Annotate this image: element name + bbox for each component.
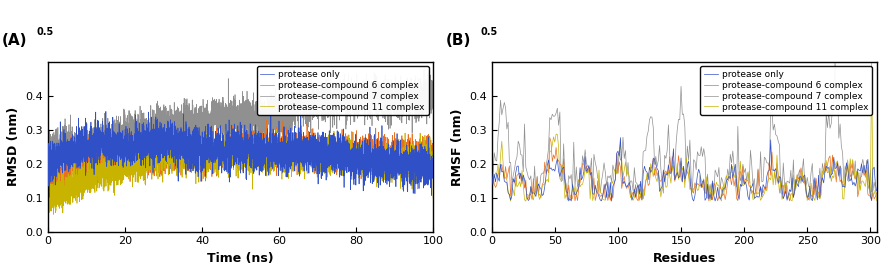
protease-compound 11 complex — [428, 196, 438, 200]
protease-compound 11 complex — [330, 142, 340, 146]
Line: protease-compound 6 complex: protease-compound 6 complex — [492, 138, 877, 201]
protease only — [330, 166, 340, 169]
Text: 0.5: 0.5 — [36, 26, 54, 36]
protease-compound 6 complex — [43, 203, 53, 206]
protease-compound 11 complex — [827, 174, 837, 178]
protease-compound 7 complex — [293, 108, 304, 112]
protease-compound 11 complex — [48, 213, 59, 216]
protease-compound 6 complex — [754, 191, 765, 194]
protease-compound 6 complex — [113, 157, 124, 160]
protease-compound 11 complex — [871, 199, 882, 202]
X-axis label: Time (ns): Time (ns) — [207, 252, 274, 265]
protease only — [359, 162, 370, 166]
protease-compound 6 complex — [612, 153, 622, 156]
protease only — [624, 181, 635, 184]
protease only — [293, 162, 304, 165]
protease only — [43, 156, 53, 159]
Line: protease-compound 7 complex: protease-compound 7 complex — [492, 62, 877, 194]
Legend: protease only, protease-compound 6 complex, protease-compound 7 complex, proteas: protease only, protease-compound 6 compl… — [257, 66, 428, 115]
protease-compound 7 complex — [419, 68, 429, 71]
protease-compound 6 complex — [330, 157, 340, 160]
protease-compound 7 complex — [428, 99, 438, 102]
protease-compound 6 complex — [359, 151, 370, 154]
protease-compound 6 complex — [43, 189, 53, 193]
protease-compound 7 complex — [330, 98, 340, 101]
protease only — [486, 171, 497, 174]
protease-compound 11 complex — [190, 148, 201, 152]
protease only — [100, 110, 111, 113]
protease only — [615, 136, 626, 139]
protease-compound 6 complex — [274, 160, 284, 163]
protease-compound 11 complex — [252, 125, 263, 129]
protease-compound 6 complex — [261, 119, 272, 122]
protease-compound 7 complex — [754, 184, 765, 188]
Line: protease-compound 11 complex: protease-compound 11 complex — [492, 62, 877, 201]
protease-compound 7 complex — [274, 122, 284, 125]
Text: 0.5: 0.5 — [480, 26, 498, 36]
protease-compound 11 complex — [113, 148, 124, 151]
protease-compound 7 complex — [667, 168, 677, 171]
Line: protease only: protease only — [48, 112, 433, 197]
protease-compound 6 complex — [293, 154, 304, 157]
protease only — [428, 154, 438, 157]
X-axis label: Residues: Residues — [653, 252, 716, 265]
protease-compound 6 complex — [190, 156, 201, 159]
protease-compound 7 complex — [359, 103, 370, 106]
Y-axis label: RMSD (nm): RMSD (nm) — [7, 107, 20, 186]
protease-compound 7 complex — [829, 60, 840, 64]
protease-compound 11 complex — [622, 170, 633, 174]
protease-compound 11 complex — [612, 172, 622, 176]
protease-compound 6 complex — [871, 191, 882, 194]
protease-compound 6 complex — [766, 150, 777, 154]
Y-axis label: RMSF (nm): RMSF (nm) — [451, 108, 463, 186]
protease-compound 11 complex — [505, 199, 516, 203]
protease-compound 7 complex — [871, 189, 882, 192]
protease-compound 7 complex — [610, 170, 621, 173]
protease-compound 7 complex — [43, 145, 53, 148]
protease-compound 6 complex — [669, 161, 679, 165]
protease-compound 6 complex — [622, 183, 633, 187]
protease-compound 7 complex — [827, 107, 837, 110]
protease only — [44, 196, 55, 199]
protease-compound 7 complex — [709, 193, 719, 196]
protease-compound 11 complex — [43, 199, 53, 202]
protease only — [190, 140, 201, 143]
protease-compound 11 complex — [866, 60, 877, 64]
protease only — [669, 178, 680, 181]
protease only — [768, 169, 779, 172]
protease-compound 7 complex — [621, 175, 632, 178]
protease only — [612, 152, 622, 155]
protease-compound 6 complex — [486, 185, 497, 188]
Line: protease-compound 6 complex: protease-compound 6 complex — [48, 120, 433, 205]
protease-compound 6 complex — [784, 199, 795, 203]
Line: protease-compound 7 complex: protease-compound 7 complex — [48, 69, 433, 182]
protease-compound 7 complex — [486, 155, 497, 158]
protease only — [756, 185, 766, 188]
protease-compound 6 complex — [544, 136, 555, 139]
Line: protease only: protease only — [492, 138, 877, 201]
protease-compound 11 complex — [754, 193, 765, 196]
protease-compound 6 complex — [829, 169, 839, 173]
protease-compound 11 complex — [486, 174, 497, 178]
protease-compound 11 complex — [766, 169, 777, 172]
protease-compound 11 complex — [293, 152, 304, 155]
protease-compound 7 complex — [190, 106, 201, 109]
Line: protease-compound 11 complex: protease-compound 11 complex — [48, 127, 433, 214]
protease only — [871, 189, 882, 192]
protease-compound 11 complex — [274, 142, 284, 145]
protease-compound 6 complex — [428, 162, 438, 165]
Legend: protease only, protease-compound 6 complex, protease-compound 7 complex, proteas: protease only, protease-compound 6 compl… — [701, 66, 872, 115]
protease-compound 11 complex — [359, 161, 370, 165]
protease only — [606, 199, 617, 203]
Text: (A): (A) — [2, 33, 28, 48]
protease-compound 7 complex — [52, 180, 62, 183]
protease-compound 7 complex — [113, 133, 124, 136]
protease only — [113, 132, 124, 135]
protease-compound 11 complex — [669, 172, 679, 175]
Text: (B): (B) — [445, 33, 471, 48]
protease-compound 7 complex — [766, 107, 777, 111]
protease only — [274, 159, 284, 162]
protease only — [829, 156, 839, 159]
